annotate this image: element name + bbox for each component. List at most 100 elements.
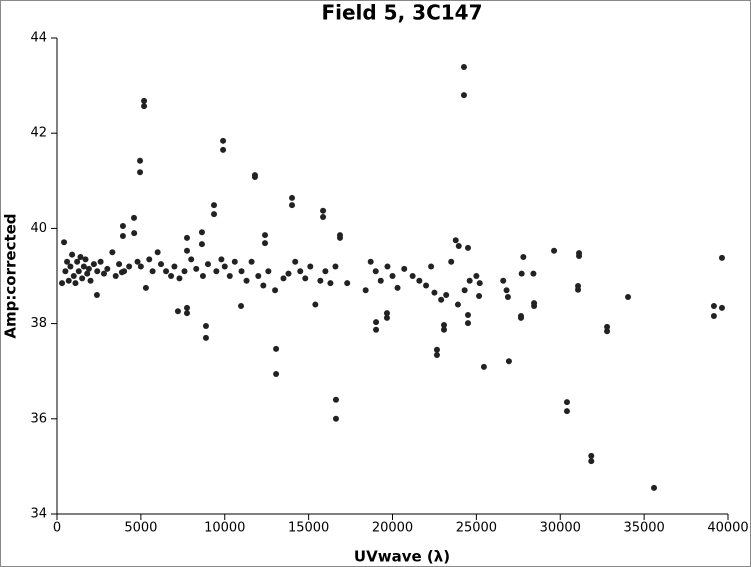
data-point bbox=[292, 258, 299, 265]
data-point bbox=[77, 253, 84, 260]
x-axis-label: UVwave (λ) bbox=[354, 548, 450, 566]
data-point bbox=[625, 293, 632, 300]
data-point bbox=[158, 261, 165, 268]
data-point bbox=[518, 270, 525, 277]
data-point bbox=[476, 280, 483, 287]
data-point bbox=[137, 157, 144, 164]
data-point bbox=[332, 263, 339, 270]
data-point bbox=[438, 296, 445, 303]
data-point bbox=[141, 97, 148, 104]
data-point bbox=[389, 273, 396, 279]
data-point bbox=[588, 458, 595, 465]
data-point bbox=[255, 273, 262, 279]
data-point bbox=[289, 194, 296, 201]
data-point bbox=[297, 268, 304, 275]
data-point bbox=[433, 346, 440, 353]
data-point bbox=[181, 268, 188, 275]
y-tick-label: 36 bbox=[30, 411, 47, 426]
data-point bbox=[119, 233, 126, 240]
data-point bbox=[59, 280, 66, 287]
data-point bbox=[344, 280, 351, 287]
data-point bbox=[87, 277, 94, 284]
data-point bbox=[104, 265, 111, 272]
data-point bbox=[383, 310, 390, 317]
data-point bbox=[163, 268, 170, 275]
data-point bbox=[327, 280, 334, 287]
data-point bbox=[119, 223, 126, 230]
data-point bbox=[530, 270, 537, 277]
y-tick-label: 34 bbox=[30, 507, 47, 522]
data-point bbox=[116, 261, 123, 268]
data-point bbox=[367, 258, 374, 265]
data-point bbox=[604, 323, 611, 330]
data-point bbox=[461, 287, 468, 294]
x-tick-label: 30000 bbox=[540, 521, 581, 536]
data-point bbox=[575, 286, 582, 293]
data-point bbox=[710, 302, 717, 309]
data-point bbox=[307, 263, 314, 270]
data-point bbox=[651, 484, 658, 491]
data-point bbox=[193, 265, 200, 272]
data-point bbox=[517, 314, 524, 321]
data-point bbox=[285, 270, 292, 277]
data-point bbox=[84, 270, 91, 277]
data-point bbox=[211, 202, 218, 209]
x-tick-label: 20000 bbox=[372, 521, 413, 536]
data-point bbox=[188, 256, 195, 263]
data-point bbox=[176, 275, 183, 282]
data-point bbox=[248, 258, 255, 265]
data-point bbox=[505, 358, 512, 365]
data-point bbox=[141, 103, 148, 110]
data-point bbox=[563, 408, 570, 415]
data-point bbox=[260, 282, 267, 289]
data-point bbox=[455, 243, 462, 250]
data-point bbox=[273, 345, 280, 352]
data-point bbox=[238, 268, 245, 275]
data-point bbox=[221, 263, 228, 270]
data-point bbox=[67, 263, 74, 270]
data-point bbox=[231, 258, 238, 265]
data-point bbox=[718, 304, 725, 311]
data-point bbox=[373, 319, 380, 326]
data-point bbox=[184, 247, 191, 254]
data-point bbox=[551, 247, 558, 254]
data-point bbox=[428, 263, 435, 270]
data-point bbox=[126, 263, 133, 270]
data-point bbox=[79, 275, 86, 282]
data-point bbox=[75, 268, 82, 275]
x-tick-label: 0 bbox=[53, 521, 61, 536]
data-point bbox=[476, 292, 483, 299]
data-point bbox=[563, 399, 570, 406]
data-point bbox=[184, 310, 191, 317]
data-point bbox=[460, 64, 467, 71]
data-point bbox=[394, 284, 401, 291]
data-point bbox=[320, 213, 327, 220]
data-point bbox=[431, 289, 438, 296]
data-point bbox=[62, 268, 69, 275]
data-point bbox=[213, 268, 220, 275]
data-point bbox=[112, 273, 119, 279]
data-point bbox=[302, 275, 309, 282]
y-tick-label: 44 bbox=[30, 31, 47, 46]
data-point bbox=[454, 301, 461, 308]
data-point bbox=[372, 268, 379, 275]
data-point bbox=[448, 258, 455, 265]
data-point bbox=[576, 253, 583, 260]
data-point bbox=[464, 320, 471, 327]
data-point bbox=[520, 253, 527, 260]
y-tick-label: 42 bbox=[30, 126, 47, 141]
data-point bbox=[289, 202, 296, 209]
data-point bbox=[500, 277, 507, 284]
data-point bbox=[383, 314, 390, 321]
data-point bbox=[504, 293, 511, 300]
data-point bbox=[409, 273, 416, 279]
data-point bbox=[384, 263, 391, 270]
x-tick-label: 10000 bbox=[204, 521, 245, 536]
data-point bbox=[273, 371, 280, 378]
data-point bbox=[466, 277, 473, 284]
data-point bbox=[322, 268, 329, 275]
data-point bbox=[90, 261, 97, 268]
data-point bbox=[198, 241, 205, 248]
data-point bbox=[473, 273, 480, 279]
data-point bbox=[401, 265, 408, 272]
